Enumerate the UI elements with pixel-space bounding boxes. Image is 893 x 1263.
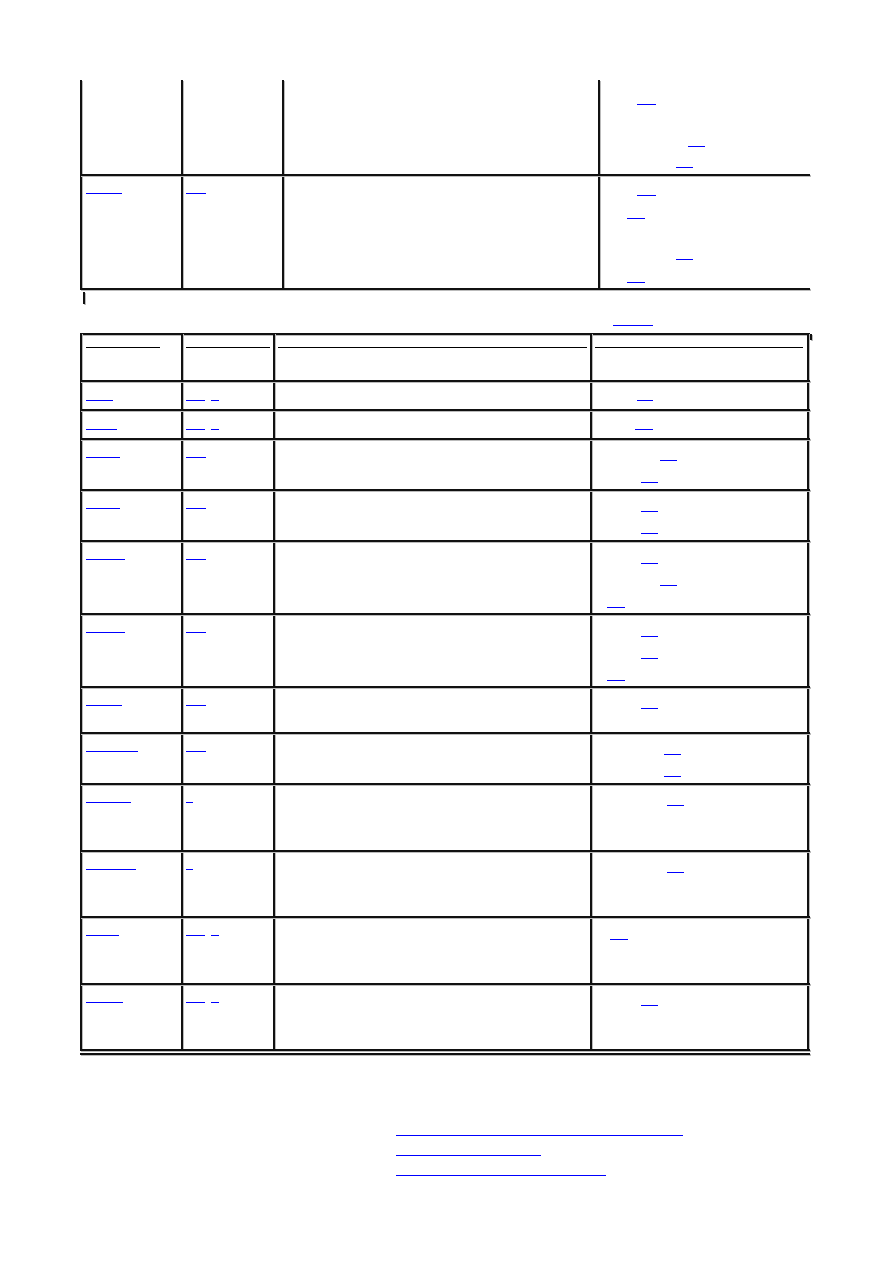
table-link[interactable] [86,705,122,706]
header-underline [86,347,160,348]
table-link[interactable] [396,1135,683,1136]
row-divider [80,783,810,785]
row-divider [80,174,810,176]
table-link[interactable] [211,935,219,936]
row-divider [80,380,810,382]
table-link[interactable] [664,754,681,755]
table-link[interactable] [186,802,193,803]
table-link[interactable] [660,585,677,586]
table-link[interactable] [186,632,206,633]
table-link[interactable] [86,559,125,560]
table-link[interactable] [186,935,205,936]
table-link[interactable] [637,195,656,196]
table-link[interactable] [86,508,120,509]
table-link[interactable] [667,805,684,806]
table-link[interactable] [607,680,625,681]
row-divider [80,613,810,615]
table-link[interactable] [641,708,658,709]
table-link[interactable] [186,457,206,458]
column-divider [807,333,809,1051]
table-link[interactable] [211,429,219,430]
column-divider [80,80,82,290]
table-link[interactable] [86,869,136,870]
table-link[interactable] [86,457,120,458]
table-link[interactable] [641,563,658,564]
table-link[interactable] [186,869,193,870]
row-divider [80,732,810,734]
row-divider [80,850,810,852]
table-link[interactable] [627,282,645,283]
table-link[interactable] [613,325,653,326]
table-link[interactable] [637,400,653,401]
table-link[interactable] [667,872,684,873]
table-link[interactable] [676,167,693,168]
table-link[interactable] [186,559,206,560]
table-link[interactable] [186,751,206,752]
table-link[interactable] [86,429,117,430]
table-link[interactable] [641,658,658,659]
table-link[interactable] [86,935,119,936]
table-link[interactable] [86,400,113,401]
table-link[interactable] [86,802,131,803]
table-link[interactable] [211,1002,219,1003]
table-link[interactable] [86,751,138,752]
table-bottom-border [80,1049,810,1051]
table-link[interactable] [688,146,705,147]
edge-mark [810,334,812,340]
table-link[interactable] [641,1005,658,1006]
table-top-border [80,333,810,335]
table-link[interactable] [641,482,658,483]
row-divider [80,489,810,491]
table-bottom-border [80,1053,810,1055]
column-divider [181,80,183,290]
cursor-mark [83,292,85,304]
table-link[interactable] [211,400,219,401]
table-link[interactable] [637,104,656,105]
table-link[interactable] [607,607,625,608]
table-link[interactable] [610,939,628,940]
table-link[interactable] [86,193,122,194]
table-link[interactable] [186,508,206,509]
column-divider [80,333,82,1051]
row-divider [80,288,810,290]
column-divider [598,80,600,290]
row-divider [80,983,810,985]
table-link[interactable] [86,632,125,633]
table-link[interactable] [186,429,205,430]
header-underline [595,347,803,348]
table-link[interactable] [186,705,206,706]
table-link[interactable] [664,776,681,777]
column-divider [590,333,592,1051]
table-link[interactable] [396,1175,606,1176]
row-divider [80,438,810,440]
table-link[interactable] [186,193,206,194]
column-divider [181,333,183,1051]
table-link[interactable] [641,636,658,637]
table-link[interactable] [660,460,677,461]
row-divider [80,409,810,411]
table-link[interactable] [186,1002,205,1003]
table-link[interactable] [641,533,658,534]
table-link[interactable] [186,400,205,401]
table-link[interactable] [676,259,693,260]
row-divider [80,540,810,542]
table-link[interactable] [641,511,658,512]
column-divider [273,333,275,1051]
header-underline [186,347,270,348]
table-link[interactable] [86,1002,123,1003]
table-link[interactable] [635,429,653,430]
row-divider [80,916,810,918]
column-divider [282,80,284,290]
table-link[interactable] [627,218,645,219]
header-underline [278,347,587,348]
row-divider [80,686,810,688]
table-link[interactable] [396,1155,541,1156]
